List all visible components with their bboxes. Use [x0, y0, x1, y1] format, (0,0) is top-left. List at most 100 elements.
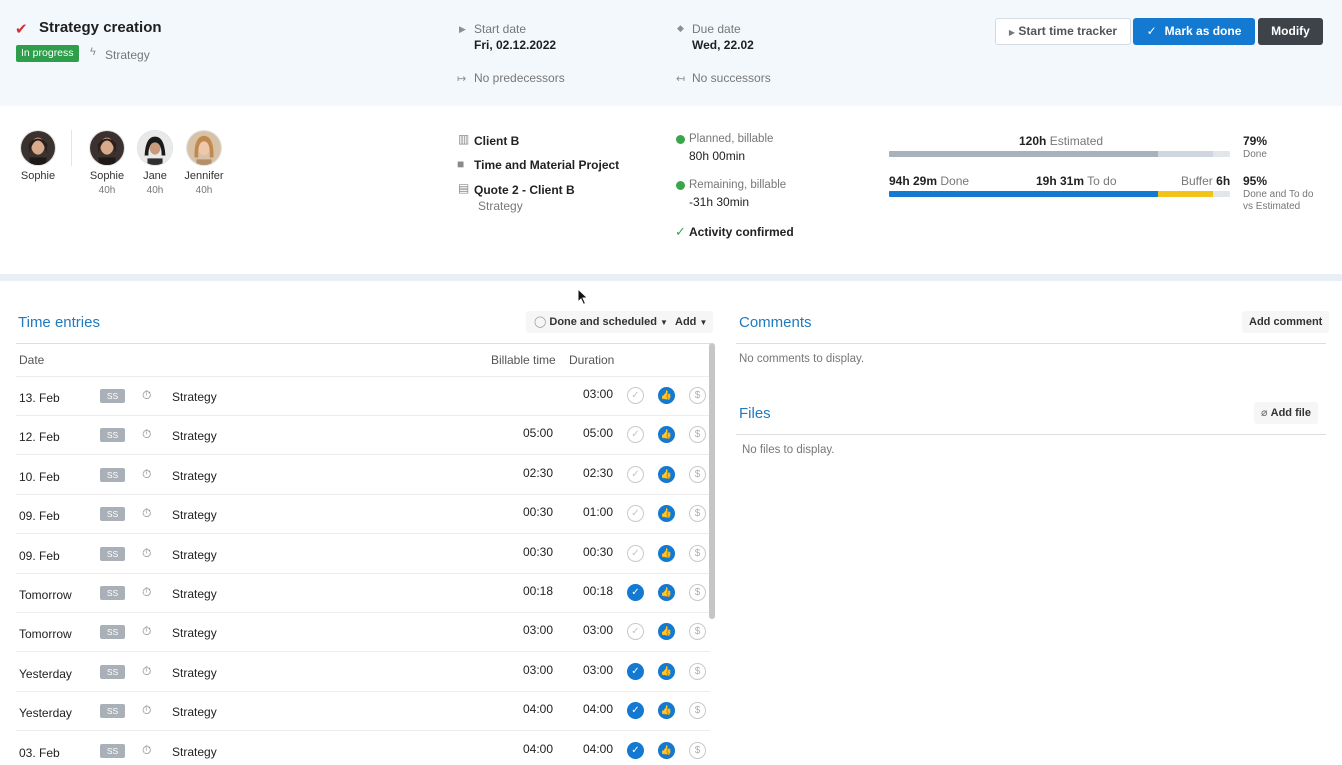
start-time-tracker-button[interactable]: ▶ Start time tracker: [995, 18, 1131, 45]
stopwatch-icon[interactable]: ⏱: [142, 427, 152, 442]
column-duration[interactable]: Duration: [569, 353, 615, 367]
assignee-name: Jennifer: [184, 170, 224, 182]
avatar-sophie[interactable]: [89, 130, 125, 166]
status-dot-icon: [676, 181, 685, 190]
entry-duration: 02:30: [582, 465, 613, 480]
stopwatch-icon[interactable]: ⏱: [142, 624, 152, 639]
remaining-label: Remaining, billable: [689, 179, 787, 191]
confirm-check-icon[interactable]: ✓: [627, 623, 644, 641]
avatar-jane[interactable]: [137, 130, 173, 166]
stopwatch-icon[interactable]: ⏱: [142, 466, 152, 481]
planned-label: Planned, billable: [689, 133, 774, 145]
dollar-icon[interactable]: $: [689, 741, 706, 759]
confirm-check-icon[interactable]: ✓: [627, 426, 644, 444]
stopwatch-icon[interactable]: ⏱: [142, 506, 152, 521]
table-row[interactable]: Tomorrow SS ⏱ Strategy 03:00 03:00 ✓ 👍 $: [16, 613, 710, 653]
activity-confirmed: Activity confirmed: [689, 225, 794, 239]
mark-as-done-button[interactable]: ✓ Mark as done: [1133, 18, 1255, 45]
table-row[interactable]: 09. Feb SS ⏱ Strategy 00:30 00:30 ✓ 👍 $: [16, 535, 710, 574]
remaining-value: -31h 30min: [689, 195, 750, 209]
stopwatch-icon[interactable]: ⏱: [142, 663, 152, 678]
thumbs-up-icon[interactable]: 👍: [658, 426, 675, 444]
task-category[interactable]: Strategy: [105, 48, 150, 62]
building-icon: ▥: [458, 132, 470, 146]
thumbs-up-icon[interactable]: 👍: [658, 662, 675, 680]
entry-activity: Strategy: [172, 705, 217, 720]
user-initials-badge: SS: [100, 625, 125, 640]
stopwatch-icon[interactable]: ⏱: [142, 585, 152, 599]
dollar-icon[interactable]: $: [689, 387, 706, 404]
table-row[interactable]: 10. Feb SS ⏱ Strategy 02:30 02:30 ✓ 👍 $: [16, 456, 710, 495]
thumbs-up-icon[interactable]: 👍: [658, 623, 675, 641]
thumbs-up-icon[interactable]: 👍: [658, 741, 675, 759]
dollar-icon[interactable]: $: [689, 623, 706, 641]
user-initials-badge: SS: [100, 428, 125, 443]
task-check-icon[interactable]: ✔: [15, 21, 28, 38]
table-row[interactable]: Tomorrow SS ⏱ Strategy 00:18 00:18 ✓ 👍 $: [16, 574, 710, 613]
comments-empty: No comments to display.: [739, 353, 865, 365]
arrow-right-icon: ↦: [457, 73, 467, 85]
entry-date: 03. Feb: [19, 745, 60, 760]
confirm-check-icon[interactable]: ✓: [627, 662, 644, 680]
avatar-owner[interactable]: [20, 130, 56, 166]
table-row[interactable]: 09. Feb SS ⏱ Strategy 00:30 01:00 ✓ 👍 $: [16, 495, 710, 535]
status-badge[interactable]: In progress: [16, 45, 79, 62]
dollar-icon[interactable]: $: [689, 702, 706, 720]
table-row[interactable]: Yesterday SS ⏱ Strategy 03:00 03:00 ✓ 👍 $: [16, 653, 710, 692]
confirm-check-icon[interactable]: ✓: [627, 387, 644, 404]
quote-subtitle: Strategy: [478, 199, 523, 213]
add-file-button[interactable]: ⌀ Add file: [1254, 402, 1318, 424]
predecessors[interactable]: No predecessors: [474, 71, 565, 85]
table-row[interactable]: 13. Feb SS ⏱ Strategy 03:00 ✓ 👍 $: [16, 377, 710, 416]
client-link[interactable]: Client B: [474, 134, 520, 148]
column-billable[interactable]: Billable time: [491, 353, 556, 367]
stopwatch-icon[interactable]: ⏱: [142, 742, 152, 757]
confirm-check-icon[interactable]: ✓: [627, 544, 644, 562]
add-dropdown[interactable]: Add ▼: [669, 311, 714, 333]
dollar-icon[interactable]: $: [689, 662, 706, 680]
table-row[interactable]: 03. Feb SS ⏱ Strategy 04:00 04:00 ✓ 👍 $: [16, 732, 710, 765]
comments-title: Comments: [739, 314, 812, 331]
project-link[interactable]: Time and Material Project: [474, 158, 620, 172]
thumbs-up-icon[interactable]: 👍: [658, 702, 675, 720]
entry-duration: 03:00: [582, 623, 613, 638]
avatar-jennifer[interactable]: [186, 130, 222, 166]
add-comment-button[interactable]: Add comment: [1242, 311, 1330, 333]
thumbs-up-icon[interactable]: 👍: [658, 544, 675, 562]
user-initials-badge: SS: [100, 586, 125, 600]
dollar-icon[interactable]: $: [689, 465, 706, 483]
stopwatch-icon[interactable]: ⏱: [142, 388, 152, 402]
table-row[interactable]: 12. Feb SS ⏱ Strategy 05:00 05:00 ✓ 👍 $: [16, 416, 710, 456]
entry-duration: 00:30: [582, 544, 613, 559]
confirm-check-icon[interactable]: ✓: [627, 584, 644, 601]
table-row[interactable]: Yesterday SS ⏱ Strategy 04:00 04:00 ✓ 👍 $: [16, 692, 710, 732]
start-date[interactable]: Fri, 02.12.2022: [474, 38, 557, 52]
entry-date: 12. Feb: [19, 430, 60, 445]
thumbs-up-icon[interactable]: 👍: [658, 465, 675, 483]
entry-billable: 02:30: [522, 465, 553, 480]
column-date[interactable]: Date: [19, 353, 45, 367]
thumbs-up-icon[interactable]: 👍: [658, 505, 675, 523]
dollar-icon[interactable]: $: [689, 505, 706, 523]
dollar-icon[interactable]: $: [689, 426, 706, 444]
entry-billable: 05:00: [522, 426, 553, 441]
entry-billable: 00:30: [522, 544, 553, 559]
confirm-check-icon[interactable]: ✓: [627, 505, 644, 523]
stopwatch-icon[interactable]: ⏱: [142, 545, 152, 560]
confirm-check-icon[interactable]: ✓: [627, 702, 644, 720]
quote-link[interactable]: Quote 2 - Client B: [474, 183, 575, 197]
stopwatch-icon[interactable]: ⏱: [142, 703, 152, 718]
confirm-check-icon[interactable]: ✓: [627, 465, 644, 483]
entry-duration: 03:00: [582, 387, 613, 401]
filter-dropdown[interactable]: ◯ Done and scheduled ▼: [526, 311, 676, 333]
confirm-check-icon[interactable]: ✓: [627, 741, 644, 759]
dollar-icon[interactable]: $: [689, 584, 706, 601]
thumbs-up-icon[interactable]: 👍: [658, 387, 675, 404]
modify-button[interactable]: Modify: [1258, 18, 1323, 45]
pct-total-label-2: vs Estimated: [1243, 201, 1301, 212]
scrollbar[interactable]: [709, 343, 715, 619]
due-date[interactable]: Wed, 22.02: [692, 38, 754, 52]
thumbs-up-icon[interactable]: 👍: [658, 584, 675, 601]
successors[interactable]: No successors: [692, 71, 771, 85]
dollar-icon[interactable]: $: [689, 544, 706, 562]
